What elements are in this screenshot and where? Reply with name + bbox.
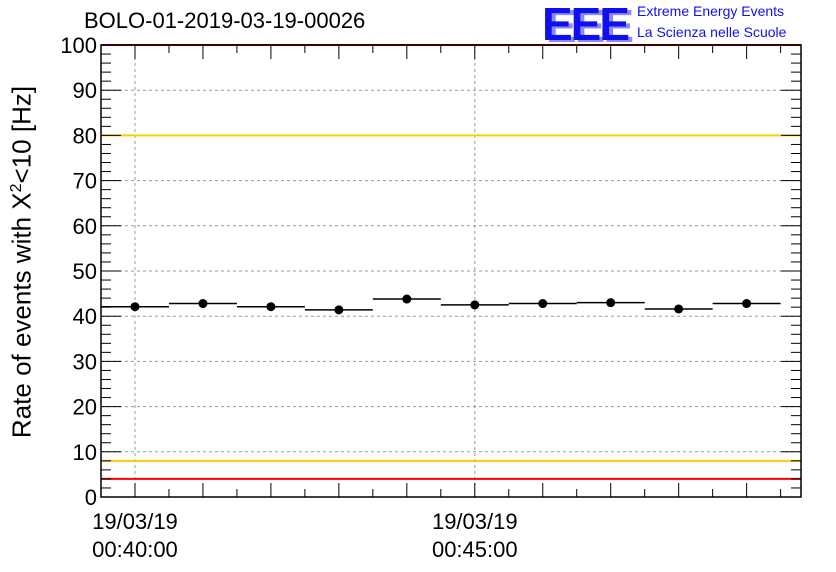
data-point	[742, 299, 752, 309]
data-point	[130, 302, 140, 312]
y-tick-label: 90	[73, 78, 97, 103]
y-tick-label: 0	[85, 485, 97, 510]
logo-line-2: La Scienza nelle Scuole	[637, 24, 787, 40]
logo-shadow: EEE	[546, 0, 634, 52]
data-point	[674, 304, 684, 314]
x-tick-label-time: 00:45:00	[432, 537, 518, 562]
y-tick-label: 20	[73, 395, 97, 420]
y-tick-label: 30	[73, 349, 97, 374]
y-tick-label: 40	[73, 304, 97, 329]
x-tick-label-date: 19/03/19	[432, 509, 518, 534]
data-point	[606, 298, 616, 308]
data-point	[334, 305, 344, 315]
data-point	[538, 299, 548, 309]
y-tick-label: 60	[73, 214, 97, 239]
eee-logo: EEE	[542, 0, 630, 50]
y-axis-label-sup: 2	[7, 183, 25, 193]
y-axis-label-tail: <10 [Hz]	[6, 85, 37, 184]
chart-title: BOLO-01-2019-03-19-00026	[84, 8, 366, 33]
x-tick-label-date: 19/03/19	[92, 509, 178, 534]
y-axis-label-text: Rate of events with X	[6, 192, 37, 439]
logo-line-1: Extreme Energy Events	[637, 3, 785, 19]
y-tick-label: 70	[73, 169, 97, 194]
data-point	[402, 294, 412, 304]
data-point	[266, 302, 276, 312]
x-tick-label-time: 00:40:00	[92, 537, 178, 562]
y-axis-label: Rate of events with X2<10 [Hz]	[7, 86, 38, 438]
y-tick-label: 80	[73, 123, 97, 148]
data-point	[198, 299, 208, 309]
y-tick-label: 100	[60, 33, 97, 58]
data-point	[470, 300, 480, 310]
y-tick-label: 50	[73, 259, 97, 284]
y-tick-label: 10	[73, 440, 97, 465]
